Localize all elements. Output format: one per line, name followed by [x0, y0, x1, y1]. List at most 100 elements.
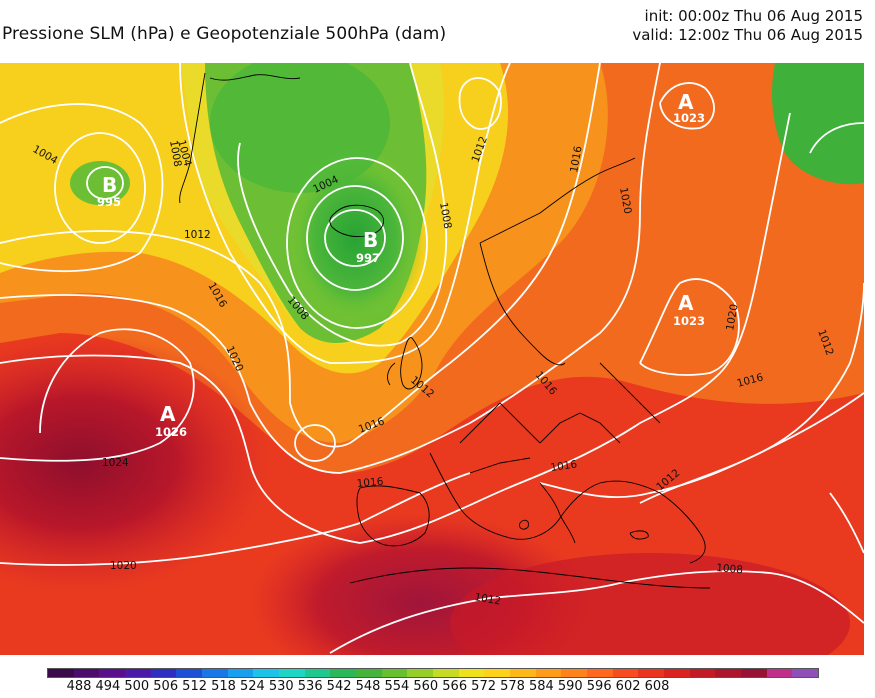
colorbar-swatch	[176, 669, 203, 677]
isobar-line	[659, 82, 715, 130]
colorbar-label: 530	[268, 679, 294, 694]
center-letter: A	[678, 291, 694, 315]
isobar-label: 1020	[110, 560, 137, 572]
colorbar-swatch	[279, 669, 305, 677]
colorbar-swatch	[458, 669, 485, 677]
center-letter: A	[678, 90, 694, 114]
isobars	[0, 63, 864, 654]
pressure-center-low-iceland[interactable]: B 997	[356, 228, 380, 265]
colorbar-label: 572	[471, 679, 497, 694]
colorbar-swatch	[587, 669, 613, 677]
scandinavia-coast	[479, 157, 636, 366]
isobar-line	[458, 77, 502, 130]
isobar-line	[639, 282, 864, 504]
center-value: 1023	[673, 111, 705, 125]
center-value: 995	[97, 195, 121, 209]
isobar-label: 1008	[716, 562, 744, 576]
colorbar-label: 566	[442, 679, 468, 694]
colorbar-swatch	[792, 669, 819, 677]
center-letter: B	[102, 173, 117, 197]
colorbar-label: 524	[239, 679, 265, 694]
colorbar-swatch	[433, 669, 459, 677]
colorbar-label: 560	[413, 679, 439, 694]
colorbar-swatch	[638, 669, 665, 677]
pressure-center-high-russia[interactable]: A 1023	[673, 291, 705, 328]
chart-title: Pressione SLM (hPa) e Geopotenziale 500h…	[2, 24, 447, 44]
isobar-ring	[54, 132, 146, 244]
colorbar-label: 518	[211, 679, 236, 694]
colorbar-swatch	[125, 669, 151, 677]
isobar-line	[0, 103, 164, 273]
colorbar-label: 584	[528, 679, 554, 694]
colorbar-swatch	[484, 669, 511, 677]
isobar-label: 1008	[167, 139, 183, 167]
isobar-ring	[306, 185, 404, 291]
colorbar-swatch	[561, 669, 588, 677]
center-value: 997	[356, 251, 380, 265]
isobar-line	[0, 63, 601, 448]
colorbar-swatch	[150, 669, 177, 677]
colorbar-label: 608	[644, 679, 670, 694]
isobar-line	[329, 570, 864, 654]
isobar-label: 1020	[617, 186, 633, 214]
pressure-center-low-canada[interactable]: B 995	[97, 173, 121, 209]
coastlines	[179, 72, 711, 589]
isobar-label: 1008	[437, 201, 453, 229]
isobar-line	[0, 112, 791, 544]
colorbar-swatch	[510, 669, 536, 677]
center-value: 1023	[673, 314, 705, 328]
field-green-russia	[772, 63, 864, 185]
isobar-ring	[324, 209, 386, 267]
isobar-label: 1012	[184, 229, 211, 241]
isobar-line	[829, 492, 864, 554]
field-high-africa	[450, 553, 850, 655]
field-low-canada	[70, 161, 130, 205]
run-info: init: 00:00z Thu 06 Aug 2015 valid: 12:0…	[632, 7, 863, 45]
borders	[459, 362, 661, 474]
colorbar-swatch	[73, 669, 100, 677]
isobar-label: 1016	[356, 476, 384, 490]
field-low-iceland	[285, 148, 425, 328]
colorbar-swatch	[741, 669, 767, 677]
colorbar-swatch	[381, 669, 408, 677]
isobar-label: 1012	[473, 591, 501, 607]
colorbar-swatch	[304, 669, 331, 677]
colorbar-label: 512	[182, 679, 208, 694]
colorbar-label: 596	[586, 679, 612, 694]
colorbar-swatch	[664, 669, 690, 677]
colorbar-swatch	[612, 669, 639, 677]
isobar-ring	[294, 424, 336, 462]
colorbar-label: 578	[500, 679, 525, 694]
colorbar-swatch	[766, 669, 793, 677]
pressure-center-high-north[interactable]: A 1023	[673, 90, 705, 125]
isobar-line	[237, 63, 448, 347]
greenland-coast	[179, 72, 301, 204]
pressure-center-high-atlantic[interactable]: A 1026	[155, 402, 187, 439]
italy-coast	[539, 482, 576, 544]
init-time: init: 00:00z Thu 06 Aug 2015	[644, 7, 863, 25]
colorbar-label: 590	[557, 679, 583, 694]
colorbar-label: 488	[66, 679, 92, 694]
colorbar-label: 542	[326, 679, 352, 694]
colorbar-label: 536	[297, 679, 323, 694]
isobar-line	[0, 328, 195, 462]
isobar-line	[639, 278, 740, 376]
colorbar-label: 500	[124, 679, 150, 694]
colorbar-swatch	[715, 669, 742, 677]
geopotential-colorbar	[47, 668, 819, 678]
mediterranean-islands	[519, 519, 649, 540]
center-letter: A	[160, 402, 176, 426]
isobar-line	[0, 472, 471, 566]
field-green-greenland	[210, 63, 390, 193]
valid-time: valid: 12:00z Thu 06 Aug 2015	[632, 26, 863, 44]
colorbar-swatch	[48, 669, 74, 677]
center-value: 1026	[155, 425, 187, 439]
africa-coast	[349, 567, 711, 589]
colorbar-swatch	[407, 669, 434, 677]
isobar-label: 1016	[568, 145, 585, 174]
weather-map[interactable]: B 995 B 997 A 1026 A 1023 A 1023 1004 10…	[0, 63, 864, 655]
center-letter: B	[363, 228, 378, 252]
colorbar-label: 554	[384, 679, 410, 694]
isobar-line	[179, 63, 511, 364]
colorbar-swatch	[356, 669, 382, 677]
